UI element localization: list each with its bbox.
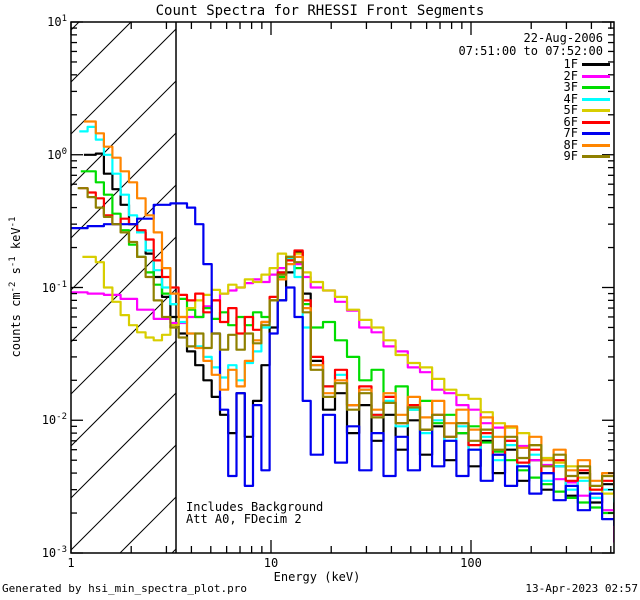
legend-item-9F: 9F — [500, 149, 610, 164]
legend: 1F 2F 3F 4F 5F 6F 7F 8F 9F — [500, 57, 610, 164]
legend-color-line — [582, 132, 610, 136]
series-8F — [83, 120, 614, 491]
legend-label: 8F — [563, 137, 578, 152]
series-7F — [71, 202, 614, 527]
generator-credit: Generated by hsi_min_spectra_plot.pro — [2, 582, 248, 595]
y-tick-label: 10-2 — [41, 412, 67, 428]
legend-color-line — [582, 155, 610, 159]
plot-creation-timestamp: 13-Apr-2023 02:57 — [525, 582, 638, 595]
legend-label: 6F — [563, 114, 578, 129]
legend-color-line — [582, 74, 610, 78]
legend-label: 2F — [563, 68, 578, 83]
annotation-attenuator-state: Att A0, FDecim 2 — [186, 512, 302, 526]
y-tick-label: 10-3 — [41, 545, 67, 560]
legend-item-5F: 5F — [500, 103, 610, 118]
x-axis-title: Energy (keV) — [273, 570, 361, 584]
legend-color-line — [582, 143, 610, 147]
legend-color-line — [582, 86, 610, 90]
legend-item-1F: 1F — [500, 57, 610, 72]
y-tick-label: 10-1 — [41, 279, 67, 295]
legend-label: 5F — [563, 103, 578, 118]
y-tick-label: 101 — [47, 14, 67, 29]
annotation-includes-background: Includes Background — [186, 500, 324, 514]
legend-color-line — [582, 63, 610, 67]
observation-date: 22-Aug-2006 — [523, 31, 603, 45]
series-2F — [71, 257, 614, 544]
x-tick-label: 10 — [263, 556, 279, 570]
series-9F — [77, 187, 614, 495]
legend-item-4F: 4F — [500, 91, 610, 106]
page-title: Count Spectra for RHESSI Front Segments — [155, 3, 485, 19]
spectra-curves — [71, 120, 614, 544]
legend-label: 4F — [563, 91, 578, 106]
legend-item-3F: 3F — [500, 80, 610, 95]
legend-label: 7F — [563, 126, 578, 141]
legend-color-line — [582, 120, 610, 124]
x-tick-label: 1 — [67, 556, 75, 570]
x-tick-label: 100 — [460, 556, 482, 570]
plot-frame — [70, 21, 615, 554]
legend-color-line — [582, 97, 610, 101]
legend-color-line — [582, 109, 610, 113]
hatch-region — [71, 22, 177, 553]
series-1F — [83, 152, 614, 512]
legend-item-2F: 2F — [500, 68, 610, 83]
legend-item-8F: 8F — [500, 137, 610, 152]
legend-label: 1F — [563, 57, 578, 72]
legend-item-6F: 6F — [500, 114, 610, 129]
y-tick-label: 100 — [47, 146, 67, 162]
legend-label: 9F — [563, 149, 578, 164]
legend-label: 3F — [563, 80, 578, 95]
observation-time-range: 07:51:00 to 07:52:00 — [458, 44, 604, 58]
legend-item-7F: 7F — [500, 126, 610, 141]
